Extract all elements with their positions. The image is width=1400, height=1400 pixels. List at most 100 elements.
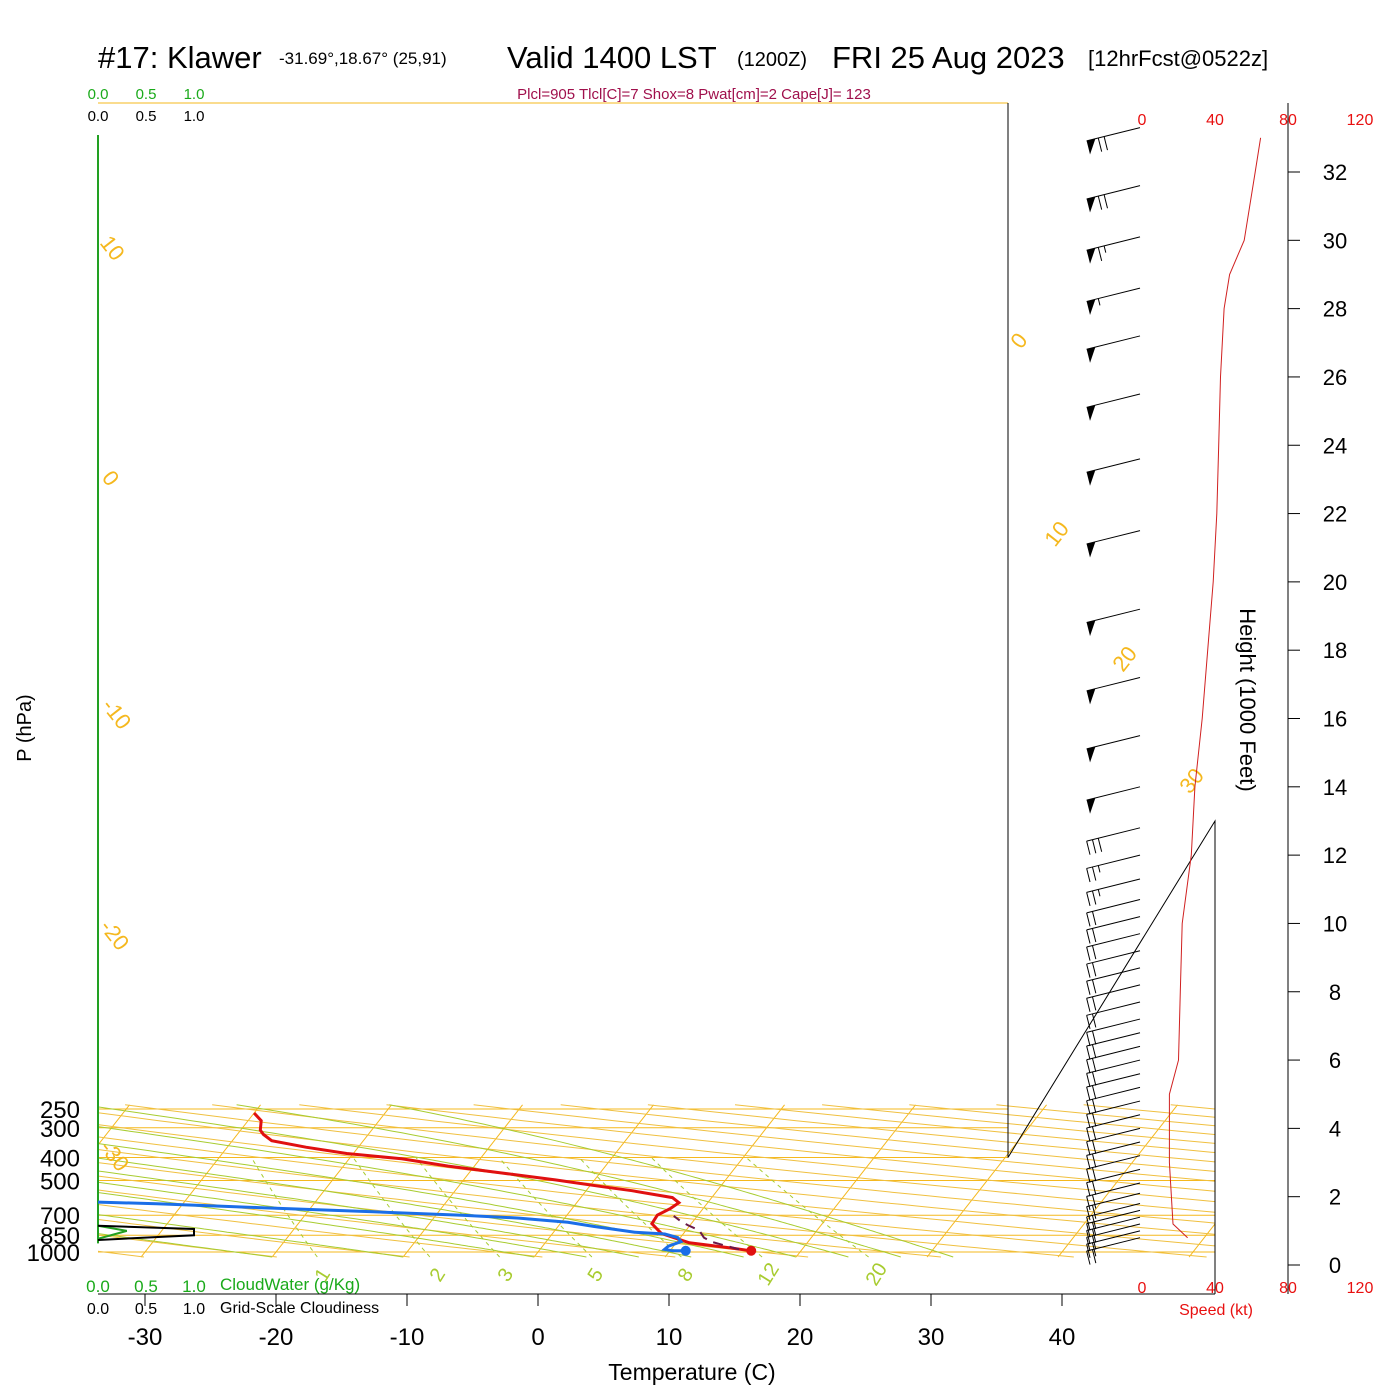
wind-speed-profile — [1168, 137, 1262, 1239]
barb-flag — [1091, 1167, 1097, 1182]
isotherm-label: 10 — [1039, 516, 1074, 551]
barb-pennant — [1086, 138, 1096, 155]
wind-barb — [1086, 827, 1141, 855]
wind-barb — [1086, 899, 1141, 927]
barb-flag — [1086, 1100, 1091, 1115]
height-tick-label: 2 — [1329, 1185, 1341, 1210]
wind-barb — [1086, 335, 1141, 363]
barb-flag — [1086, 840, 1091, 855]
isotherm-line — [98, 1104, 130, 1146]
temperature-tick-label: -20 — [259, 1324, 294, 1351]
moist-adiabat — [98, 1233, 273, 1258]
barb-staff — [1086, 236, 1141, 251]
wind-barb — [1086, 854, 1141, 883]
valid-time: Valid 1400 LST — [507, 40, 717, 75]
pressure-tick-label: 400 — [40, 1145, 80, 1172]
wind-barb — [1086, 287, 1141, 316]
speed-tick-top: 40 — [1206, 112, 1224, 129]
wind-barb — [1086, 933, 1141, 961]
wind-barb — [1086, 677, 1141, 705]
barb-staff — [1086, 287, 1141, 302]
barb-half-flag — [1097, 298, 1101, 306]
temperature-line — [252, 1111, 752, 1253]
barb-flag — [1086, 1141, 1091, 1156]
barb-staff — [1086, 950, 1141, 965]
barb-flag — [1086, 1086, 1091, 1101]
barb-flag — [1091, 890, 1097, 905]
height-tick-label: 8 — [1329, 980, 1341, 1005]
speed-axis-label: Speed (kt) — [1179, 1302, 1253, 1319]
top-cloudwater-tick: 0.5 — [136, 86, 157, 103]
bottom-cloudwater-label: CloudWater (g/Kg) — [220, 1275, 360, 1294]
wind-barb — [1086, 735, 1141, 763]
wind-barbs — [1086, 127, 1141, 1265]
pressure-tick-label: 700 — [40, 1203, 80, 1230]
barb-staff — [1086, 735, 1141, 750]
barb-staff — [1086, 335, 1141, 350]
wind-barb — [1086, 127, 1141, 155]
isotherm-line — [1057, 1104, 1178, 1258]
dry-adiabat — [98, 1112, 1215, 1235]
barb-staff — [1086, 933, 1141, 948]
barb-flag — [1091, 1222, 1097, 1236]
speed-tick-bottom: 0 — [1138, 1280, 1147, 1297]
barb-flag — [1091, 1205, 1097, 1219]
barb-flag — [1091, 911, 1097, 926]
top-cloudiness-tick: 0.0 — [88, 108, 109, 125]
top-cloudwater-scale: 0.0 0.5 1.0 — [88, 86, 205, 103]
isotherm-label: -10 — [97, 694, 136, 734]
barb-flag — [1091, 1044, 1097, 1059]
barb-flag — [1091, 1126, 1097, 1141]
barb-staff — [1086, 1018, 1141, 1033]
isotherm-line — [140, 1104, 261, 1258]
barb-pennant — [1086, 196, 1096, 213]
isotherm-label: 20 — [1107, 641, 1142, 676]
barb-flag — [1086, 892, 1091, 907]
wind-barb — [1086, 1209, 1141, 1238]
barb-pennant — [1086, 470, 1096, 486]
pressure-tick-label: 300 — [40, 1116, 80, 1143]
barb-flag — [1091, 1058, 1097, 1072]
barb-flag — [1086, 1244, 1091, 1258]
stability-indices: Plcl=905 Tlcl[C]=7 Shox=8 Pwat[cm]=2 Cap… — [517, 86, 871, 103]
barb-staff — [1086, 530, 1141, 545]
station-title: #17: Klawer — [98, 40, 262, 75]
barb-flag — [1086, 1168, 1091, 1183]
wind-barb — [1086, 1032, 1141, 1060]
barb-flag — [1086, 1182, 1091, 1197]
barb-flag — [1086, 929, 1091, 944]
speed-axis-top: 0 40 80 120 — [1138, 112, 1374, 129]
barb-staff — [1086, 827, 1141, 842]
barb-flag — [1086, 1216, 1091, 1231]
dry-adiabat — [98, 1218, 410, 1258]
plot-frame — [97, 102, 1289, 1295]
valid-date: FRI 25 Aug 2023 — [832, 40, 1065, 75]
height-tick-label: 18 — [1323, 638, 1347, 663]
bottom-cloudwater-tick: 1.0 — [182, 1277, 206, 1296]
barb-pennant — [1086, 299, 1096, 316]
barb-staff — [1086, 127, 1141, 142]
isotherm-label: -20 — [95, 915, 134, 955]
barb-flag — [1091, 1235, 1097, 1250]
speed-tick-top: 120 — [1347, 112, 1374, 129]
barb-flag — [1091, 1215, 1097, 1230]
wind-barb — [1086, 1059, 1141, 1088]
wind-speed-line — [1168, 137, 1262, 1239]
barb-flag — [1091, 945, 1097, 960]
barb-flag — [1086, 912, 1091, 927]
barb-flag — [1086, 998, 1091, 1012]
barb-flag — [1097, 838, 1103, 852]
top-cloudwater-tick: 0.0 — [88, 86, 109, 103]
barb-flag — [1086, 981, 1091, 995]
temperature-axis: -30 -20 -10 0 10 20 30 40 — [128, 1294, 1075, 1351]
temperature-tick-label: -30 — [128, 1324, 163, 1351]
barb-half-flag — [1097, 889, 1101, 897]
height-tick-label: 22 — [1323, 502, 1347, 527]
barb-flag — [1091, 1181, 1097, 1195]
isotherm-label: 30 — [1174, 763, 1209, 798]
background-lines — [98, 1104, 1215, 1258]
temperature-tick-label: -10 — [390, 1324, 425, 1351]
zulu-time: (1200Z) — [737, 49, 807, 71]
mixing-ratio-label: 20 — [862, 1259, 892, 1290]
